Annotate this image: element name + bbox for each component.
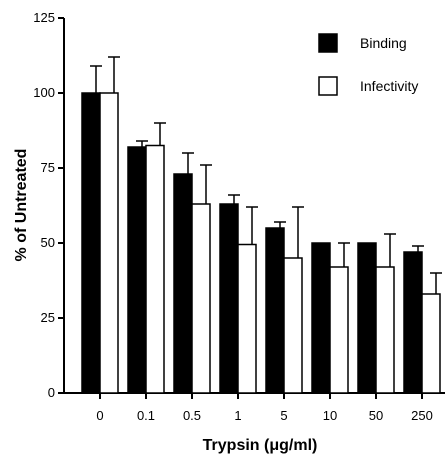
bar-binding [81,92,101,394]
y-tick-label: 100 [33,85,55,100]
bar-infectivity [99,92,119,394]
bar-infectivity [375,266,395,394]
legend-label-binding: Binding [360,35,407,51]
x-tick-label: 0.1 [137,408,155,423]
bar-binding [173,173,193,394]
x-axis-title: Trypsin (μg/ml) [203,437,318,454]
bar-binding [357,242,377,394]
x-tick-label: 50 [369,408,383,423]
bar-binding [127,146,147,394]
x-tick-label: 0 [96,408,103,423]
y-tick-label: 50 [41,235,55,250]
x-tick-label: 0.5 [183,408,201,423]
bar-infectivity [283,257,303,394]
x-tick-label: 10 [323,408,337,423]
x-tick-label: 5 [280,408,287,423]
bar-binding [403,251,423,394]
legend-swatch-infectivity [318,76,338,96]
x-axis-ticks: 0 0.1 0.5 1 5 10 50 250 [96,393,433,423]
error-bars [90,56,442,294]
bars [81,92,441,394]
x-tick-label: 1 [234,408,241,423]
x-tick-label: 250 [411,408,433,423]
y-tick-label: 125 [33,10,55,25]
bar-binding [219,203,239,394]
y-tick-label: 75 [41,160,55,175]
y-tick-label: 25 [41,310,55,325]
legend-label-infectivity: Infectivity [360,78,418,94]
bar-infectivity [145,144,165,394]
bar-infectivity [421,293,441,394]
bar-binding [265,227,285,394]
y-tick-label: 0 [48,385,55,400]
legend-swatch-binding [318,33,338,53]
legend: Binding Infectivity [318,33,418,96]
bar-binding [311,242,331,394]
y-axis-title: % of Untreated [13,149,30,262]
bar-infectivity [237,243,257,394]
bar-infectivity [329,266,349,394]
bar-infectivity [191,203,211,394]
y-axis-ticks: 0 25 50 75 100 125 [33,10,64,400]
